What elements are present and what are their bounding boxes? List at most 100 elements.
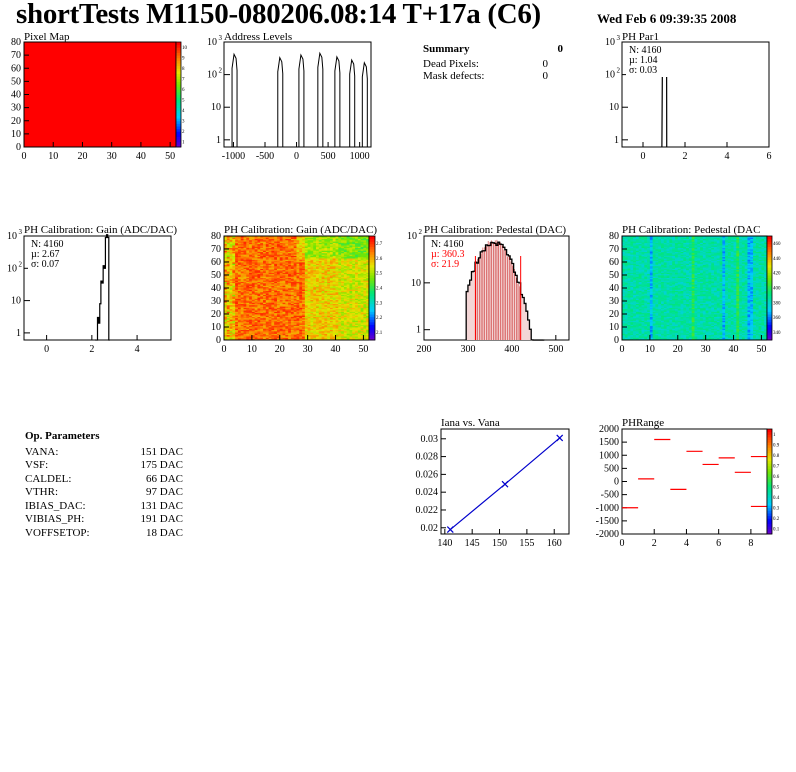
heatmap-cell [232, 249, 236, 251]
heatmap-cell [274, 236, 278, 238]
heatmap-cell [363, 334, 367, 337]
heatmap-cell [622, 294, 626, 297]
pixel_map-x-tick-label: 10 [48, 151, 58, 162]
heatmap-cell [246, 262, 250, 264]
heatmap-cell [257, 263, 261, 265]
heatmap-cell [310, 314, 314, 316]
heatmap-cell [343, 311, 348, 314]
heatmap-cell [268, 278, 272, 281]
heatmap-cell [352, 251, 356, 254]
heatmap-cell [249, 251, 253, 254]
heatmap-cell [627, 286, 631, 289]
heatmap-cell [363, 308, 367, 311]
heatmap-cell [338, 275, 342, 277]
heatmap-cell [318, 272, 322, 275]
heatmap-cell [321, 255, 325, 258]
heatmap-cell [316, 286, 320, 289]
heatmap-cell [352, 236, 356, 238]
heatmap-cell [299, 320, 303, 323]
heatmap-cell [226, 255, 230, 258]
heatmap-cell [310, 258, 314, 260]
heatmap-cell [257, 280, 261, 282]
heatmap-cell [302, 255, 306, 258]
heatmap-cell [341, 311, 345, 314]
heatmap-cell [332, 288, 336, 290]
heatmap-cell [338, 332, 342, 334]
heatmap-cell [246, 273, 250, 276]
heatmap-cell [638, 324, 642, 327]
heatmap-cell [338, 314, 342, 316]
heatmap-cell [316, 311, 320, 314]
heatmap-cell [627, 256, 631, 259]
pixel_map-zscale-cell [176, 81, 181, 85]
heatmap-cell [635, 245, 640, 247]
heatmap-cell [260, 328, 264, 330]
heatmap-cell [235, 290, 239, 293]
heatmap-cell [327, 269, 331, 272]
heatmap-cell [329, 299, 334, 302]
heatmap-cell [627, 272, 631, 275]
heatmap-cell [363, 288, 367, 290]
heatmap-cell [343, 330, 348, 333]
heatmap-cell [313, 272, 317, 275]
heatmap-cell [627, 314, 631, 316]
heatmap-cell [627, 307, 631, 310]
heatmap-cell [324, 265, 328, 268]
heatmap-cell [237, 317, 242, 320]
heatmap-cell [296, 263, 300, 265]
heatmap-cell [246, 247, 250, 250]
heatmap-cell [360, 252, 364, 255]
heatmap-cell [352, 262, 356, 264]
heatmap-cell [624, 315, 628, 317]
heatmap-cell [304, 320, 309, 323]
heatmap-cell [622, 272, 626, 275]
heatmap-cell [360, 317, 364, 320]
heatmap-cell [282, 239, 286, 242]
heatmap-cell [257, 250, 261, 252]
heatmap-cell [355, 238, 359, 241]
heatmap-cell [279, 324, 283, 327]
heatmap-cell [268, 316, 272, 319]
heatmap-cell [271, 262, 275, 264]
heatmap-cell [302, 325, 306, 328]
heatmap-cell [265, 238, 270, 241]
heatmap-cell [366, 281, 370, 284]
heatmap-cell [355, 263, 359, 265]
heatmap-cell [263, 273, 267, 276]
heatmap-cell [285, 291, 289, 294]
heatmap-cell [299, 276, 303, 278]
heatmap-cell [635, 246, 640, 249]
heatmap-cell [243, 333, 247, 336]
heatmap-cell [318, 329, 322, 332]
heatmap-cell [329, 271, 334, 273]
heatmap-cell [318, 250, 322, 252]
heatmap-cell [276, 334, 281, 337]
heatmap-cell [265, 289, 270, 291]
heatmap-cell [327, 334, 331, 337]
heatmap-cell [335, 280, 339, 282]
heatmap-cell [357, 308, 362, 311]
heatmap-cell [282, 337, 286, 340]
heatmap-cell [327, 252, 331, 255]
heatmap-cell [229, 281, 233, 284]
heatmap-cell [335, 258, 339, 260]
heatmap-cell [243, 277, 247, 280]
heatmap-cell [360, 333, 364, 336]
heatmap-cell [624, 307, 628, 310]
heatmap-cell [224, 255, 228, 258]
heatmap-cell [240, 264, 244, 267]
heatmap-cell [635, 325, 640, 328]
heatmap-cell [304, 263, 309, 265]
heatmap-cell [274, 242, 278, 245]
heatmap-cell [285, 334, 289, 337]
param-name: IBIAS_DAC: [25, 499, 86, 512]
heatmap-cell [276, 262, 281, 264]
heatmap-cell [263, 321, 267, 324]
mask-defects-value: 0 [542, 70, 549, 82]
heatmap-cell [276, 308, 281, 311]
heatmap-cell [246, 321, 250, 324]
heatmap-cell [341, 304, 345, 307]
heatmap-cell [271, 312, 275, 315]
heatmap-cell [624, 295, 628, 298]
heatmap-cell [352, 320, 356, 323]
